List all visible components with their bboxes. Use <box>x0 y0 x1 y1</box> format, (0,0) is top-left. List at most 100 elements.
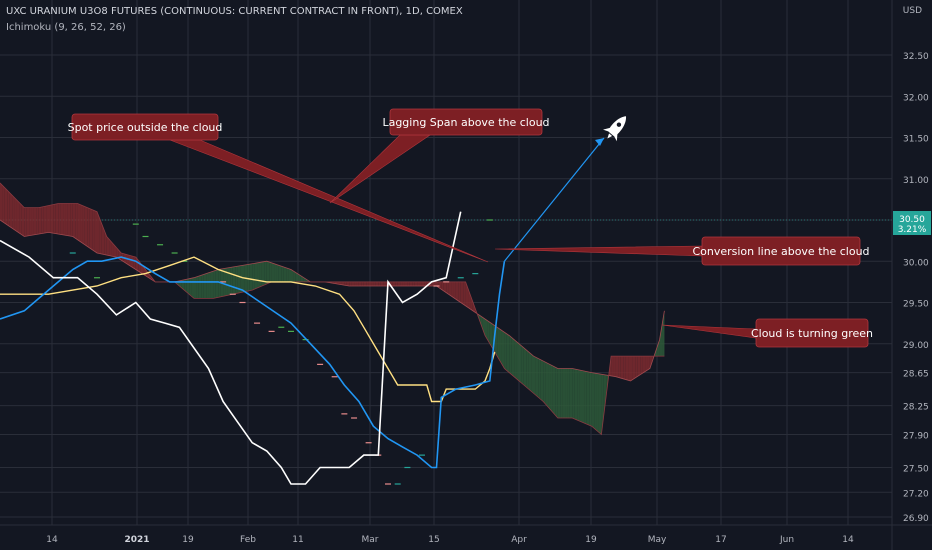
cloud-segment <box>584 371 587 425</box>
cloud-segment <box>501 330 505 369</box>
cloud-segment <box>434 281 437 286</box>
cloud-segment <box>460 281 464 305</box>
cloud-segment <box>623 356 626 380</box>
x-tick-label: 14 <box>842 535 854 545</box>
y-tick-label: 29.50 <box>903 300 929 310</box>
last-price-change: 3.21% <box>898 225 927 235</box>
y-tick-label: 32.50 <box>903 52 929 62</box>
cloud-segment <box>545 362 549 407</box>
cloud-segment <box>404 281 408 286</box>
cloud-segment <box>380 281 384 286</box>
cloud-segment <box>640 356 643 375</box>
cloud-segment <box>625 356 629 381</box>
cloud-segment <box>414 281 418 286</box>
cloud-segment <box>48 205 51 233</box>
cloud-segment <box>24 207 27 237</box>
cloud-segment <box>579 370 582 423</box>
cloud-segment <box>281 266 284 282</box>
cloud-segment <box>208 271 211 299</box>
last-price-badge <box>893 211 931 235</box>
cloud-segment <box>203 273 207 299</box>
cloud-segment <box>615 356 619 378</box>
cloud-segment <box>55 203 59 235</box>
cloud-segment <box>395 281 398 286</box>
cloud-segment <box>443 281 447 293</box>
cloud-segment <box>603 374 607 415</box>
cloud-segment <box>75 203 78 240</box>
cloud-segment <box>87 207 90 249</box>
cloud-segment <box>526 349 529 390</box>
x-tick-label: 19 <box>585 535 597 545</box>
cloud-segment <box>596 373 599 433</box>
cloud-segment <box>19 202 22 235</box>
indicator-legend[interactable]: Ichimoku (9, 26, 52, 26) <box>6 22 126 33</box>
cloud-segment <box>598 373 602 435</box>
cloud-segment <box>104 230 107 256</box>
cloud-segment <box>368 281 372 286</box>
cloud-segment <box>463 281 466 306</box>
base-line <box>0 256 496 403</box>
cloud-segment <box>346 281 350 286</box>
rocket-flame <box>607 133 613 139</box>
cloud-segment <box>618 356 621 379</box>
x-tick-label: 14 <box>46 535 58 545</box>
cloud-segment <box>101 224 105 255</box>
cloud-segment <box>106 236 110 256</box>
cloud-segment <box>46 205 49 233</box>
cloud-segment <box>375 281 379 286</box>
cloud-segment <box>109 239 112 257</box>
indicator-lines <box>0 211 506 485</box>
cloud-segment <box>12 195 15 230</box>
cloud-segment <box>351 281 355 286</box>
cloud-segment <box>9 192 13 229</box>
cloud-segment <box>480 315 483 329</box>
cloud-segment <box>521 345 524 385</box>
price-line <box>0 211 462 485</box>
cloud-segment <box>70 203 73 237</box>
note-cloud-green-label: Cloud is turning green <box>751 327 873 340</box>
projection-arrow <box>503 137 605 262</box>
cloud-segment <box>196 276 199 299</box>
cloud-segment <box>577 369 580 422</box>
cloud-segment <box>560 368 563 418</box>
x-tick-label: 11 <box>292 535 303 545</box>
conversion-line <box>0 256 506 469</box>
cloud-segment <box>264 261 267 285</box>
cloud-segment <box>424 281 427 286</box>
cloud-segment <box>354 281 357 286</box>
cloud-segment <box>516 341 519 381</box>
y-tick-label: 27.20 <box>903 489 929 499</box>
cloud-segment <box>89 208 93 250</box>
note-lagging-span-box <box>389 108 543 136</box>
cloud-segment <box>261 261 265 286</box>
cloud-segment <box>487 320 490 344</box>
cloud-segment <box>206 272 209 299</box>
cloud-segment <box>210 271 214 299</box>
y-tick-label: 26.90 <box>903 514 929 524</box>
cloud-segment <box>358 281 362 286</box>
cloud-segment <box>341 281 345 286</box>
cloud-segment <box>271 262 275 282</box>
cloud-segment <box>94 210 97 253</box>
cloud-segment <box>465 281 469 308</box>
cloud-segment <box>237 265 241 294</box>
cloud-segment <box>373 281 376 286</box>
cloud-segment <box>555 367 558 418</box>
y-tick-label: 32.00 <box>903 93 929 103</box>
cloud-segment <box>647 356 650 371</box>
cloud-segment <box>535 357 539 398</box>
y-tick-label: 28.25 <box>903 403 929 413</box>
cloud-segment <box>453 281 456 300</box>
cloud-segment <box>14 197 17 232</box>
x-tick-label: 15 <box>428 535 439 545</box>
cloud-segment <box>649 356 653 369</box>
cloud-segment <box>431 281 435 286</box>
cloud-segment <box>130 255 134 268</box>
senkou-span-b <box>0 182 665 436</box>
x-tick-label: 19 <box>182 535 194 545</box>
cloud-segment <box>523 347 527 388</box>
cloud-segment <box>298 274 301 282</box>
cloud-segment <box>113 244 117 258</box>
